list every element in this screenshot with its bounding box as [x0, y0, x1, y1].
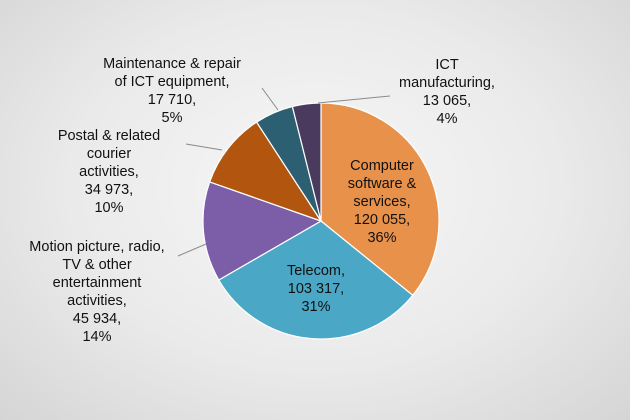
data-label-line: Motion picture, radio, — [29, 239, 164, 255]
data-label-line: courier — [87, 146, 131, 162]
pie-slice-computer-software-and-services — [320, 102, 440, 297]
data-label-line: 5% — [162, 110, 183, 126]
data-label-telecom: Telecom, 103 317, 31% — [287, 263, 345, 315]
data-label-line: TV & other — [62, 257, 131, 273]
data-label-line: Computer — [350, 158, 414, 174]
data-label-line: 4% — [437, 111, 458, 127]
pie-slice-telecom — [217, 220, 414, 340]
slice-labels: Computer software & services, 120 055, 36% Te… — [29, 56, 495, 345]
data-label-line: Telecom, — [287, 263, 345, 279]
data-label-line: 36% — [367, 230, 396, 246]
pie-slice-motion-picture-radio-tv-and-other-entertainment-activities — [202, 181, 323, 281]
leader-lines — [177, 87, 391, 257]
data-label-line: 31% — [301, 299, 330, 315]
data-label-maintenance-and-repair-of-ict-equipment: Maintenance & repair of ICT equipment, 17 … — [103, 56, 241, 126]
leader-line-postal-and-related-courier-activities — [185, 143, 223, 151]
data-label-line: 103 317, — [288, 281, 344, 297]
data-label-line: ICT — [435, 57, 459, 73]
data-label-computer-software-and-services: Computer software & services, 120 055, 36% — [348, 158, 417, 246]
data-label-line: 14% — [82, 329, 111, 345]
leader-line-ict-manufacturing — [317, 95, 391, 104]
data-label-line: 13 065, — [423, 93, 471, 109]
data-label-postal-and-related-courier-activities: Postal & related courier activities, 34 973… — [58, 128, 160, 216]
leader-line-maintenance-and-repair-of-ict-equipment — [261, 87, 279, 111]
data-label-ict-manufacturing: ICT manufacturing, 13 065, 4% — [399, 57, 495, 127]
data-label-line: software & — [348, 176, 417, 192]
data-label-line: 34 973, — [85, 182, 133, 198]
leader-line-motion-picture-radio-tv-and-other-entertainment-activities — [177, 243, 207, 257]
data-label-line: Postal & related — [58, 128, 160, 144]
pie-slice-postal-and-related-courier-activities — [208, 121, 323, 223]
data-label-motion-picture-radio-tv-and-other-entertainment-activities: Motion picture, radio, TV & other entertai… — [29, 239, 164, 345]
data-label-line: entertainment — [53, 275, 142, 291]
data-label-line: of ICT equipment, — [115, 74, 230, 90]
data-label-line: activities, — [67, 293, 127, 309]
data-label-line: 45 934, — [73, 311, 121, 327]
data-label-line: Maintenance & repair — [103, 56, 241, 72]
data-label-line: 17 710, — [148, 92, 196, 108]
data-label-line: services, — [353, 194, 410, 210]
data-label-line: activities, — [79, 164, 139, 180]
data-label-line: 10% — [94, 200, 123, 216]
data-label-line: manufacturing, — [399, 75, 495, 91]
data-label-line: 120 055, — [354, 212, 410, 228]
